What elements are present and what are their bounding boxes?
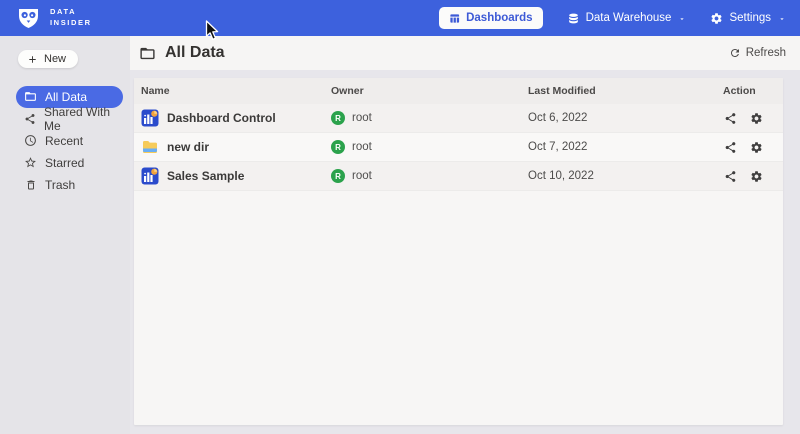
owner-avatar: R: [331, 111, 345, 125]
sidebar-item-label: Shared With Me: [44, 104, 111, 133]
database-icon: [567, 12, 580, 25]
sidebar-item-all-data[interactable]: All Data: [16, 85, 123, 108]
sidebar-item-label: Starred: [45, 155, 85, 170]
last-modified-date: Oct 6, 2022: [528, 112, 588, 124]
column-header-name: Name: [141, 85, 170, 97]
sidebar-item-shared-with-me[interactable]: Shared With Me: [16, 104, 123, 133]
file-table-card: Name Owner Last Modified Action: [134, 78, 783, 425]
share-icon: [24, 112, 36, 125]
sidebar-item-recent[interactable]: Recent: [16, 130, 123, 152]
page-header: All Data Refresh: [130, 36, 800, 70]
plus-icon: [27, 54, 38, 65]
dashboards-label: Dashboards: [466, 12, 533, 24]
settings-menu[interactable]: Settings: [710, 12, 786, 25]
column-header-last-modified: Last Modified: [528, 85, 596, 97]
data-warehouse-menu[interactable]: Data Warehouse: [567, 12, 687, 25]
clock-icon: [24, 134, 37, 147]
chevron-down-icon: [678, 14, 686, 22]
new-button[interactable]: New: [18, 50, 79, 68]
owl-logo-icon: [16, 7, 41, 29]
table-row[interactable]: Sales Sample R root Oct 10, 2022: [134, 162, 783, 191]
folder-icon: [24, 90, 37, 103]
column-header-action: Action: [723, 85, 756, 97]
share-icon[interactable]: [724, 170, 737, 183]
trash-icon: [24, 178, 37, 191]
owner-avatar: R: [331, 169, 345, 183]
brand-text: DATA INSIDER: [50, 7, 92, 29]
top-navbar: DATA INSIDER Dashboards Data Warehouse: [0, 0, 800, 36]
brand-line1: DATA: [50, 7, 77, 17]
settings-label: Settings: [729, 12, 771, 24]
sidebar-item-starred[interactable]: Starred: [16, 152, 123, 174]
folder-icon: [139, 45, 156, 62]
gear-icon: [710, 12, 723, 25]
data-warehouse-label: Data Warehouse: [585, 12, 672, 24]
column-header-owner: Owner: [331, 85, 364, 97]
brand-line2: INSIDER: [50, 18, 92, 27]
brand: DATA INSIDER: [16, 7, 92, 29]
last-modified-date: Oct 10, 2022: [528, 170, 594, 182]
refresh-button[interactable]: Refresh: [729, 47, 786, 59]
last-modified-date: Oct 7, 2022: [528, 141, 588, 153]
gear-icon[interactable]: [750, 170, 763, 183]
file-name: Sales Sample: [167, 169, 245, 183]
table-row[interactable]: new dir R root Oct 7, 2022: [134, 133, 783, 162]
sidebar-item-label: Trash: [45, 177, 76, 192]
sidebar-item-label: Recent: [45, 133, 84, 148]
table-body: Dashboard Control R root Oct 6, 2022: [134, 104, 783, 191]
chart-file-icon: [141, 167, 159, 185]
sidebar-item-label: All Data: [45, 89, 88, 104]
gear-icon[interactable]: [750, 141, 763, 154]
dashboard-grid-icon: [449, 13, 460, 24]
table-header-row: Name Owner Last Modified Action: [134, 78, 783, 104]
owner-avatar: R: [331, 140, 345, 154]
dashboards-button[interactable]: Dashboards: [439, 7, 543, 29]
file-name: new dir: [167, 140, 210, 154]
owner-name: root: [352, 141, 372, 153]
refresh-label: Refresh: [745, 47, 786, 59]
owner-name: root: [352, 170, 372, 182]
chevron-down-icon: [778, 14, 786, 22]
chart-file-icon: [141, 109, 159, 127]
folder-file-icon: [141, 138, 159, 156]
sidebar-item-trash[interactable]: Trash: [16, 174, 123, 196]
new-button-label: New: [44, 53, 67, 65]
share-icon[interactable]: [724, 141, 737, 154]
share-icon[interactable]: [724, 112, 737, 125]
owner-name: root: [352, 112, 372, 124]
refresh-icon: [729, 47, 741, 59]
page-title: All Data: [165, 44, 225, 61]
gear-icon[interactable]: [750, 112, 763, 125]
star-icon: [24, 156, 37, 169]
table-row[interactable]: Dashboard Control R root Oct 6, 2022: [134, 104, 783, 133]
sidebar: New All Data Shared With Me Recent: [0, 36, 130, 434]
file-name: Dashboard Control: [167, 111, 276, 125]
